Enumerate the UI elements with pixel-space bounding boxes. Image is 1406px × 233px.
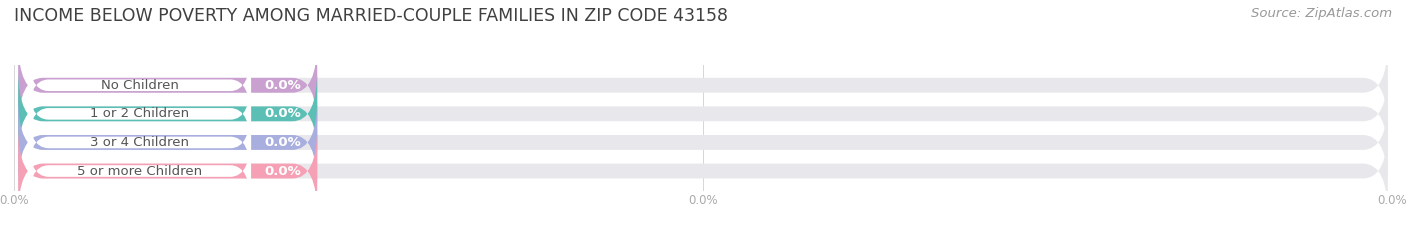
Text: 0.0%: 0.0% xyxy=(264,107,301,120)
Text: 0.0%: 0.0% xyxy=(264,136,301,149)
FancyBboxPatch shape xyxy=(18,41,318,129)
FancyBboxPatch shape xyxy=(18,127,1388,215)
FancyBboxPatch shape xyxy=(28,134,252,208)
Text: No Children: No Children xyxy=(100,79,179,92)
FancyBboxPatch shape xyxy=(18,127,318,215)
FancyBboxPatch shape xyxy=(28,105,252,180)
Text: 0.0%: 0.0% xyxy=(264,164,301,178)
FancyBboxPatch shape xyxy=(18,70,1388,158)
FancyBboxPatch shape xyxy=(28,77,252,151)
Text: Source: ZipAtlas.com: Source: ZipAtlas.com xyxy=(1251,7,1392,20)
Text: INCOME BELOW POVERTY AMONG MARRIED-COUPLE FAMILIES IN ZIP CODE 43158: INCOME BELOW POVERTY AMONG MARRIED-COUPL… xyxy=(14,7,728,25)
Text: 3 or 4 Children: 3 or 4 Children xyxy=(90,136,188,149)
FancyBboxPatch shape xyxy=(18,98,318,186)
FancyBboxPatch shape xyxy=(18,98,1388,186)
Text: 5 or more Children: 5 or more Children xyxy=(77,164,202,178)
Text: 1 or 2 Children: 1 or 2 Children xyxy=(90,107,188,120)
FancyBboxPatch shape xyxy=(18,70,318,158)
FancyBboxPatch shape xyxy=(28,48,252,122)
FancyBboxPatch shape xyxy=(18,41,1388,129)
Text: 0.0%: 0.0% xyxy=(264,79,301,92)
